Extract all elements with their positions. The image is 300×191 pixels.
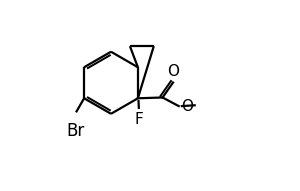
Text: F: F: [135, 112, 143, 127]
Text: Br: Br: [67, 122, 85, 140]
Text: O: O: [167, 64, 179, 79]
Text: O: O: [181, 99, 193, 114]
